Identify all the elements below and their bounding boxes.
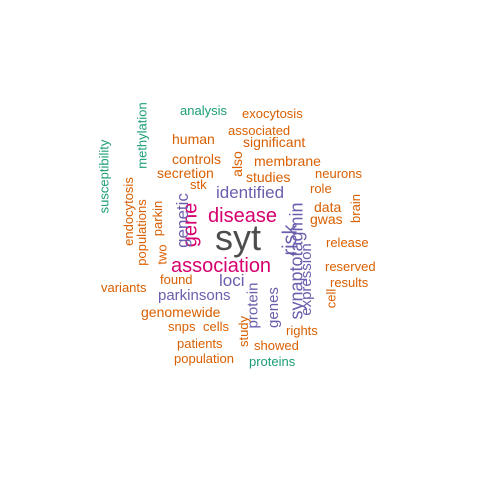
word-brain: brain — [347, 194, 363, 223]
word-also: also — [228, 151, 245, 177]
word-human: human — [172, 131, 215, 147]
word-patients: patients — [177, 336, 223, 351]
word-membrane: membrane — [254, 153, 321, 169]
word-methylation: methylation — [134, 102, 150, 169]
word-results: results — [330, 275, 369, 290]
word-rights: rights — [286, 323, 318, 338]
word-study: study — [236, 315, 252, 348]
word-two: two — [154, 244, 170, 265]
word-association: association — [171, 255, 272, 277]
word-neurons: neurons — [315, 166, 362, 181]
word-release: release — [326, 235, 369, 250]
word-reserved: reserved — [325, 259, 376, 274]
word-proteins: proteins — [249, 354, 296, 369]
word-role: role — [310, 181, 332, 196]
word-cell: cell — [323, 288, 339, 309]
word-significant: significant — [243, 134, 306, 150]
word-exocytosis: exocytosis — [242, 106, 303, 121]
word-populations: populations — [133, 199, 149, 266]
word-susceptibility: susceptibility — [96, 139, 112, 214]
word-secretion: secretion — [157, 165, 214, 181]
word-expression: expression — [297, 243, 315, 316]
word-studies: studies — [246, 169, 291, 185]
word-genomewide: genomewide — [141, 304, 221, 320]
word-stk: stk — [190, 177, 207, 192]
word-loci: loci — [219, 271, 245, 290]
word-cells: cells — [203, 319, 230, 334]
word-parkinsons: parkinsons — [158, 287, 231, 304]
word-population: population — [174, 351, 234, 366]
word-controls: controls — [172, 151, 222, 167]
word-identified: identified — [216, 183, 285, 202]
word-parkin: parkin — [150, 200, 166, 237]
word-variants: variants — [101, 280, 147, 295]
word-data: data — [314, 199, 342, 215]
word-syt: syt — [215, 217, 262, 258]
word-disease: disease — [208, 205, 277, 227]
word-associated: associated — [228, 123, 291, 138]
word-genes: genes — [264, 287, 282, 328]
word-snps: snps — [168, 319, 196, 334]
word-analysis: analysis — [180, 103, 227, 118]
word-gwas: gwas — [310, 211, 343, 227]
word-genetic: genetic — [172, 193, 192, 248]
word-showed: showed — [254, 338, 299, 353]
word-found: found — [160, 272, 193, 287]
